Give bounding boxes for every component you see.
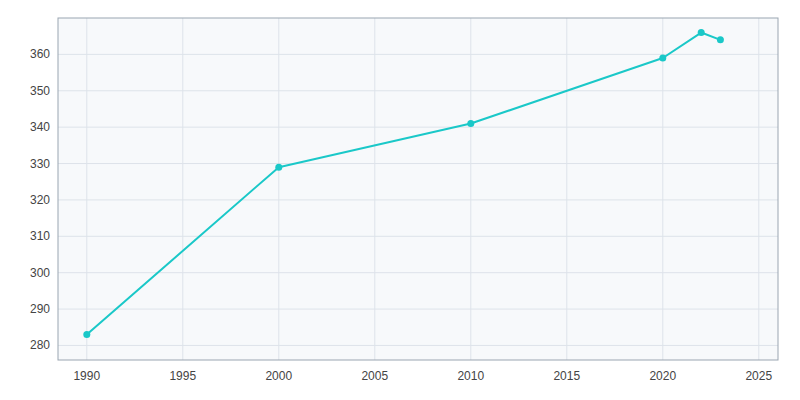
y-grid-line <box>58 163 778 164</box>
y-grid-line <box>58 90 778 91</box>
y-grid-line <box>58 127 778 128</box>
chart-container: 1990 1995 2000 2005 2010 2015 2020 2025 280 290 30… <box>0 0 800 400</box>
y-tick-label: 330 <box>30 157 50 171</box>
data-point <box>83 331 90 338</box>
y-grid-line <box>58 309 778 310</box>
y-tick-label: 310 <box>30 229 50 243</box>
y-tick-label: 350 <box>30 84 50 98</box>
data-group <box>83 29 724 338</box>
x-tick-label: 1995 <box>169 369 196 383</box>
y-tick-label: 360 <box>30 47 50 61</box>
chart-svg: 1990 1995 2000 2005 2010 2015 2020 2025 280 290 30… <box>0 0 800 400</box>
data-point <box>698 29 705 36</box>
plot-frame <box>58 18 778 360</box>
y-tick-label: 290 <box>30 302 50 316</box>
x-tick-label: 2010 <box>457 369 484 383</box>
y-tick-label: 340 <box>30 120 50 134</box>
x-tick-label: 2015 <box>553 369 580 383</box>
y-grid-line <box>58 199 778 200</box>
y-tick-label: 320 <box>30 193 50 207</box>
data-point <box>717 36 724 43</box>
y-tick-label: 300 <box>30 266 50 280</box>
data-point <box>467 120 474 127</box>
grid <box>58 18 778 360</box>
y-tick-label: 280 <box>30 338 50 352</box>
x-tick-label: 2005 <box>361 369 388 383</box>
x-tick-label: 2025 <box>745 369 772 383</box>
y-grid-line <box>58 272 778 273</box>
y-grid-line <box>58 345 778 346</box>
plot-background <box>58 18 778 360</box>
y-grid-line <box>58 236 778 237</box>
axes: 1990 1995 2000 2005 2010 2015 2020 2025 280 290 30… <box>30 47 773 383</box>
x-tick-label: 2020 <box>649 369 676 383</box>
data-line <box>87 33 721 335</box>
x-tick-label: 2000 <box>265 369 292 383</box>
data-point <box>659 55 666 62</box>
x-tick-label: 1990 <box>73 369 100 383</box>
data-point <box>275 164 282 171</box>
